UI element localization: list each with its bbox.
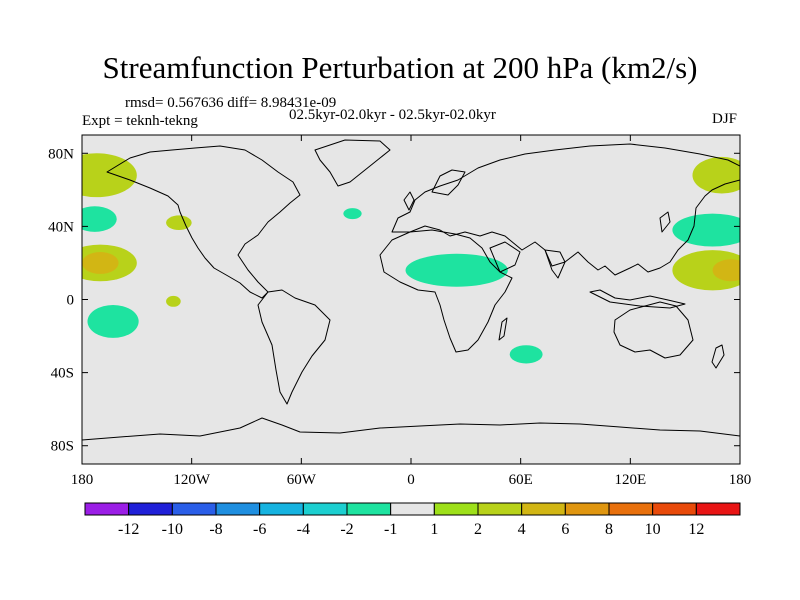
axis-layer: 80N 40N 0 40S 80S 180 120W 60W 0 60E 120E 180 — [48, 135, 751, 488]
season-label: DJF — [712, 111, 738, 127]
anomaly-patch-7 — [87, 304, 139, 338]
lon-tick-label-1: 120W — [173, 472, 211, 488]
coastline-australia — [613, 301, 694, 359]
anomaly-patch-8 — [343, 208, 362, 220]
colorbar-swatch-12 — [608, 502, 654, 516]
lon-tick-label-4: 60E — [509, 472, 533, 488]
anomaly-patch-12 — [672, 213, 740, 247]
colorbar-label-1: -10 — [162, 521, 183, 538]
lon-tick-label-0: 180 — [71, 472, 94, 488]
coastline-eurasia — [391, 143, 740, 276]
colorbar-swatch-13 — [652, 502, 697, 516]
colorbar-label-12: 10 — [645, 521, 661, 538]
colorbar-swatch-10 — [521, 502, 566, 516]
coastline-scandinavia — [431, 169, 466, 196]
lat-tick-label-1: 40N — [48, 219, 74, 235]
lon-tick-label-6: 180 — [729, 472, 752, 488]
anomaly-patch-10 — [509, 345, 543, 364]
colorbar-swatch-2 — [171, 502, 217, 516]
coastline-indonesia — [589, 289, 686, 309]
colorbar-label-6: -1 — [384, 521, 397, 538]
anomaly-layer — [82, 153, 740, 364]
map-background — [82, 135, 740, 464]
colorbar-swatch-1 — [128, 502, 173, 516]
colorbar-swatch-7 — [390, 502, 435, 516]
coastline-south-america — [257, 289, 331, 405]
colorbar-label-2: -8 — [209, 521, 222, 538]
coastline-madagascar — [498, 317, 508, 341]
lon-tick-label-5: 120E — [614, 472, 646, 488]
coastline-north-america — [106, 145, 301, 299]
period-range: 02.5kyr-02.0kyr - 02.5kyr-02.0kyr — [289, 107, 496, 123]
colorbar-label-7: 1 — [430, 521, 438, 538]
experiment-label: Expt = teknh-tekng — [82, 113, 198, 129]
coastline-antarctica — [82, 417, 740, 441]
lon-tick-label-2: 60W — [287, 472, 317, 488]
lat-tick-label-2: 0 — [67, 293, 75, 309]
anomaly-patch-5 — [82, 251, 119, 274]
colorbar-swatch-14 — [695, 502, 741, 516]
colorbar: -12 -10 -8 -6 -4 -2 -1 1 2 4 6 8 10 12 — [84, 502, 741, 538]
anomaly-patch-14 — [712, 259, 740, 282]
lat-tick-label-3: 40S — [51, 366, 74, 382]
anomaly-patch-13 — [672, 250, 740, 291]
coastlines — [82, 139, 740, 441]
colorbar-label-11: 8 — [605, 521, 613, 538]
coastline-greenland — [314, 139, 391, 187]
colorbar-label-5: -2 — [340, 521, 353, 538]
coastline-new-zealand — [711, 344, 725, 369]
anomaly-patch-2 — [82, 206, 117, 232]
colorbar-label-4: -4 — [297, 521, 310, 538]
colorbar-swatch-11 — [564, 502, 610, 516]
colorbar-swatch-8 — [433, 502, 479, 516]
colorbar-swatch-0 — [84, 502, 130, 516]
coastline-british-isles — [403, 191, 415, 211]
colorbar-swatch-9 — [477, 502, 523, 516]
plot-title: Streamfunction Perturbation at 200 hPa (… — [102, 50, 698, 85]
anomaly-patch-3 — [166, 215, 192, 231]
coastline-africa — [379, 229, 513, 353]
colorbar-swatch-6 — [346, 502, 392, 516]
lon-tick-label-3: 0 — [407, 472, 415, 488]
stats-line: rmsd= 0.567636 diff= 8.98431e-09 — [125, 95, 337, 111]
colorbar-label-10: 6 — [561, 521, 569, 538]
lat-tick-label-0: 80N — [48, 146, 74, 162]
coastline-india — [544, 249, 566, 279]
anomaly-patch-9 — [405, 253, 508, 287]
anomaly-patch-11 — [692, 156, 740, 194]
colorbar-swatch-5 — [302, 502, 348, 516]
colorbar-label-3: -6 — [253, 521, 266, 538]
colorbar-label-8: 2 — [474, 521, 482, 538]
colorbar-swatch-3 — [215, 502, 261, 516]
coastline-japan — [659, 211, 671, 233]
lat-tick-label-4: 80S — [51, 439, 74, 455]
coastline-arabia — [489, 241, 521, 273]
colorbar-label-13: 12 — [688, 521, 704, 538]
anomaly-patch-1 — [82, 153, 137, 198]
anomaly-patch-6 — [166, 295, 181, 307]
colorbar-label-9: 4 — [518, 521, 526, 538]
colorbar-swatch-4 — [259, 502, 304, 516]
colorbar-label-0: -12 — [118, 521, 139, 538]
